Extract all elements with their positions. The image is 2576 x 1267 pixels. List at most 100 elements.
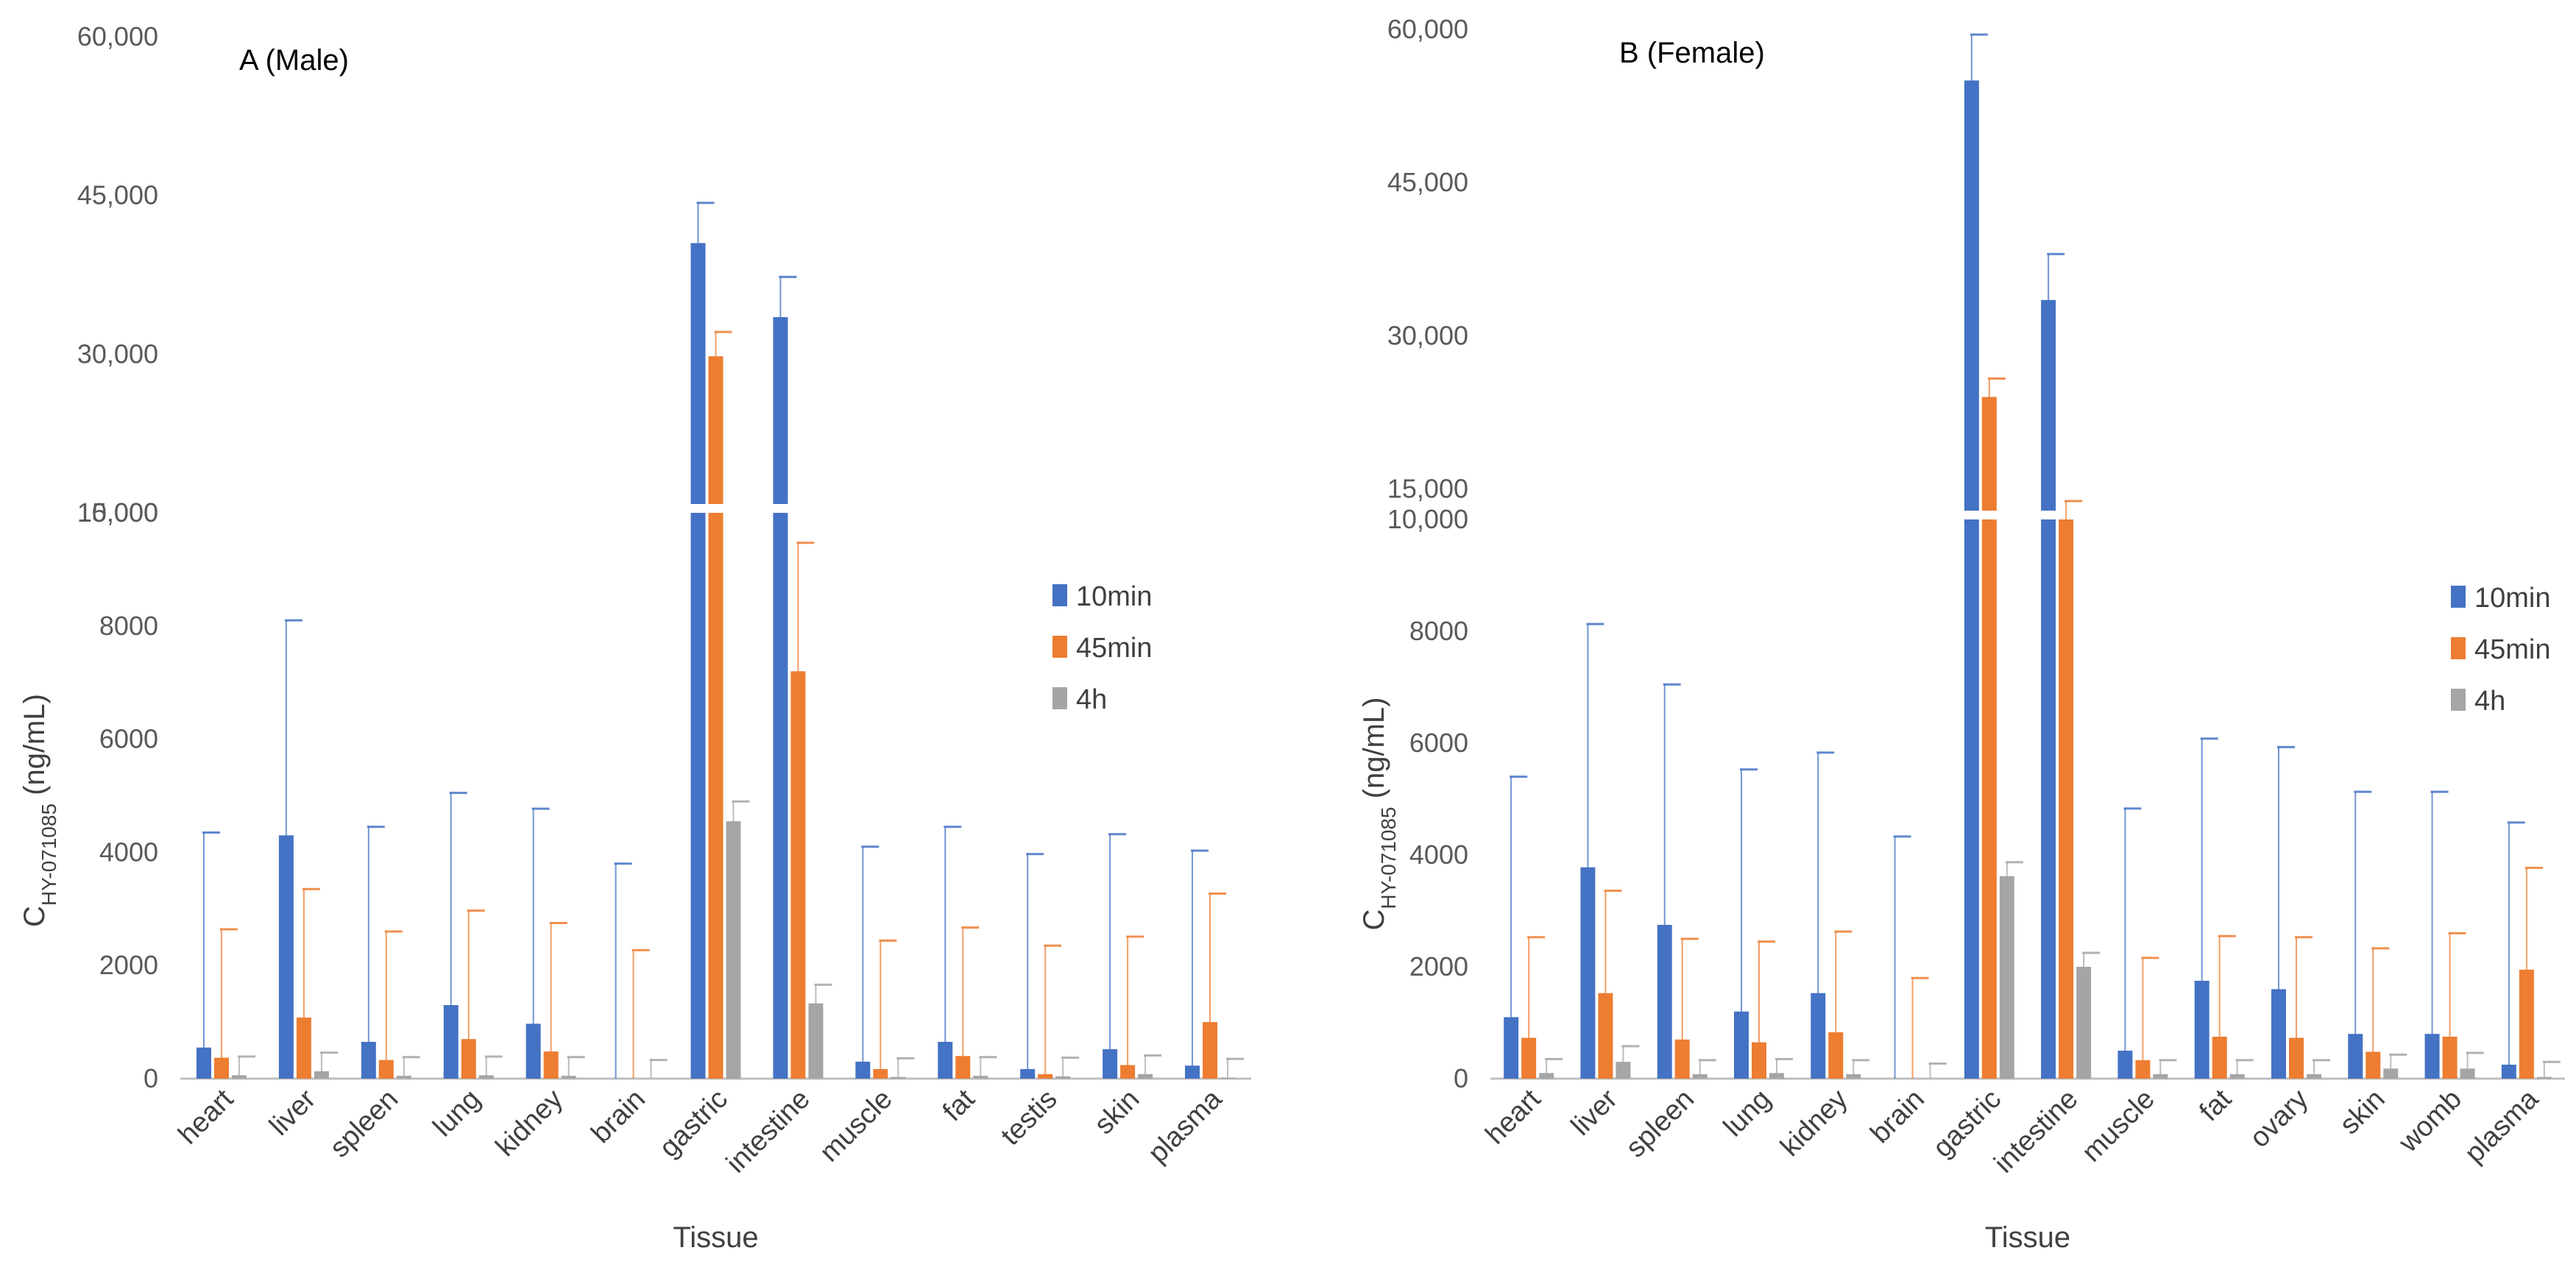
panel-a-bar-4h-testis [1055, 1076, 1071, 1079]
panel-a-bar-45min-spleen [378, 1060, 394, 1079]
panel-b-category-label-intestine: intestine [1989, 1084, 2084, 1179]
panel-b-bar-4h-ovary [2307, 1073, 2321, 1079]
panel-a-category-label-brain: brain [585, 1084, 651, 1149]
panel-b-bar-45min-gastric-upper [1981, 397, 1997, 511]
panel-a-bar-45min-plasma [1203, 1022, 1218, 1079]
panel-b-bar-4h-spleen [1692, 1073, 1708, 1079]
panel-b-bar-45min-heart [1521, 1037, 1537, 1079]
panel-a-bar-10min-liver [278, 835, 294, 1079]
panel-b-y-axis-title: CHY-071085 (ng/mL) [1358, 698, 1400, 931]
panel-a-category-label-testis: testis [995, 1084, 1063, 1151]
panel-b-bar-45min-plasma [2519, 969, 2534, 1079]
panel-b-category-label-womb: womb [2393, 1084, 2468, 1159]
panel-a-bar-4h-kidney [561, 1076, 576, 1079]
panel-b-bar-4h-heart [1539, 1073, 1554, 1079]
panel-b-category-label-brain: brain [1864, 1084, 1930, 1149]
panel-a-bar-4h-gastric [726, 821, 741, 1079]
panel-b-female-chart: B (Female) 0 2000 4000 6000 8000 10,00015,000… [1358, 14, 2565, 1254]
panel-b-category-label-plasma: plasma [2459, 1083, 2545, 1169]
panel-a-category-label-muscle: muscle [814, 1084, 899, 1168]
panel-a-y-tick-label: 10,000 [77, 497, 158, 528]
panel-b-bar-10min-liver [1580, 867, 1596, 1079]
panel-b-y-tick-label: 0 [1454, 1063, 1468, 1093]
panel-a-bar-4h-intestine [808, 1003, 824, 1079]
panel-b-category-label-ovary: ovary [2244, 1084, 2314, 1154]
panel-b-bar-45min-ovary [2289, 1037, 2304, 1079]
panel-b-category-label-fat: fat [2194, 1083, 2238, 1127]
panel-a-bar-4h-plasma [1220, 1077, 1236, 1079]
panel-a-bar-4h-spleen [396, 1076, 411, 1079]
panel-b-category-label-lung: lung [1718, 1084, 1777, 1143]
panel-b-category-label-heart: heart [1480, 1083, 1547, 1150]
panel-a-bar-4h-muscle [891, 1076, 906, 1079]
panel-b-bar-10min-intestine-upper [2041, 299, 2056, 511]
panel-a-legend-label-10min: 10min [1076, 581, 1153, 612]
panel-b-bar-45min-muscle [2135, 1060, 2151, 1079]
panel-a-bar-10min-muscle [855, 1061, 871, 1079]
panel-a-bar-45min-muscle [873, 1068, 888, 1079]
panel-a-legend-swatch-10min [1052, 584, 1067, 606]
panel-a-bar-4h-lung [478, 1075, 494, 1079]
panel-a-bar-10min-gastric [690, 513, 706, 1079]
panel-b-bar-45min-lung [1752, 1042, 1766, 1079]
panel-a-category-label-lung: lung [428, 1084, 486, 1143]
panel-b-bar-4h-plasma [2536, 1076, 2552, 1079]
panel-b-category-label-kidney: kidney [1774, 1084, 1853, 1163]
panel-b-bar-45min-spleen [1674, 1039, 1690, 1079]
panel-b-bar-4h-intestine [2076, 967, 2092, 1079]
panel-a-title: A (Male) [239, 44, 349, 77]
panel-a-category-label-liver: liver [263, 1083, 322, 1141]
panel-b-bar-10min-ovary [2271, 989, 2286, 1079]
panel-a-bar-4h-skin [1138, 1073, 1153, 1079]
panel-b-x-axis-title: Tissue [1985, 1221, 2070, 1254]
panel-b-bar-10min-lung [1734, 1011, 1749, 1079]
panel-a-bar-10min-kidney [526, 1023, 541, 1079]
panel-a-category-label-skin: skin [1089, 1084, 1145, 1140]
panel-b-y-tick-label: 6000 [1409, 728, 1468, 758]
panel-b-bar-10min-skin [2348, 1034, 2363, 1079]
panel-b-bar-4h-gastric [1999, 876, 2014, 1079]
panel-b-bar-45min-womb [2442, 1037, 2458, 1079]
panel-b-bar-10min-plasma [2501, 1065, 2516, 1079]
panel-a-y-tick-label: 8000 [99, 611, 158, 641]
panel-a-category-label-heart: heart [172, 1083, 239, 1150]
panel-b-legend-swatch-4h [2451, 689, 2466, 711]
panel-a-bar-10min-skin [1103, 1049, 1118, 1079]
panel-a-category-label-intestine: intestine [721, 1084, 816, 1179]
panel-a-category-label-fat: fat [937, 1083, 981, 1127]
panel-a-bar-45min-gastric [708, 513, 723, 1079]
panel-a-category-label-gastric: gastric [654, 1084, 734, 1164]
panel-b-bar-10min-heart [1504, 1017, 1519, 1079]
panel-b-legend-swatch-10min [2451, 586, 2466, 608]
panel-a-y-tick-label: 4000 [99, 837, 158, 867]
panel-a-category-label-plasma: plasma [1142, 1083, 1228, 1169]
panel-b-bar-4h-womb [2460, 1068, 2475, 1079]
panel-b-legend-label-4h: 4h [2474, 686, 2505, 717]
panel-a-bar-45min-testis [1038, 1073, 1053, 1079]
panel-a-bar-45min-gastric-upper [708, 356, 723, 504]
panel-b-bar-10min-kidney [1811, 993, 1826, 1079]
panel-b-bar-4h-fat [2229, 1073, 2245, 1079]
panel-a-bar-10min-spleen [361, 1042, 376, 1079]
panel-b-legend-label-45min: 45min [2474, 634, 2551, 665]
panel-a-legend-label-4h: 4h [1076, 684, 1107, 715]
panel-b-bar-4h-muscle [2153, 1073, 2168, 1079]
panel-b-bar-45min-kidney [1828, 1032, 1844, 1079]
panel-b-legend-label-10min: 10min [2474, 583, 2551, 614]
panel-b-bar-45min-liver [1598, 993, 1613, 1079]
panel-b-y-tick-label: 2000 [1409, 951, 1468, 982]
panel-a-y-axis-title: CHY-071085 (ng/mL) [18, 694, 60, 927]
panel-a-legend-swatch-4h [1052, 687, 1067, 709]
panel-b-bar-4h-lung [1769, 1073, 1784, 1079]
panel-b-bar-4h-kidney [1846, 1073, 1861, 1079]
panel-a-bar-10min-gastric-upper [690, 243, 706, 504]
panel-b-bar-10min-muscle [2117, 1051, 2133, 1079]
panel-b-bar-45min-gastric [1981, 519, 1997, 1079]
panel-a-bar-45min-intestine [790, 671, 806, 1079]
panel-b-bar-10min-womb [2424, 1034, 2440, 1079]
panel-b-bar-45min-fat [2212, 1037, 2227, 1079]
panel-b-y-tick-label: 15,000 [1387, 473, 1468, 503]
panel-b-bar-10min-gastric [1964, 519, 1979, 1079]
